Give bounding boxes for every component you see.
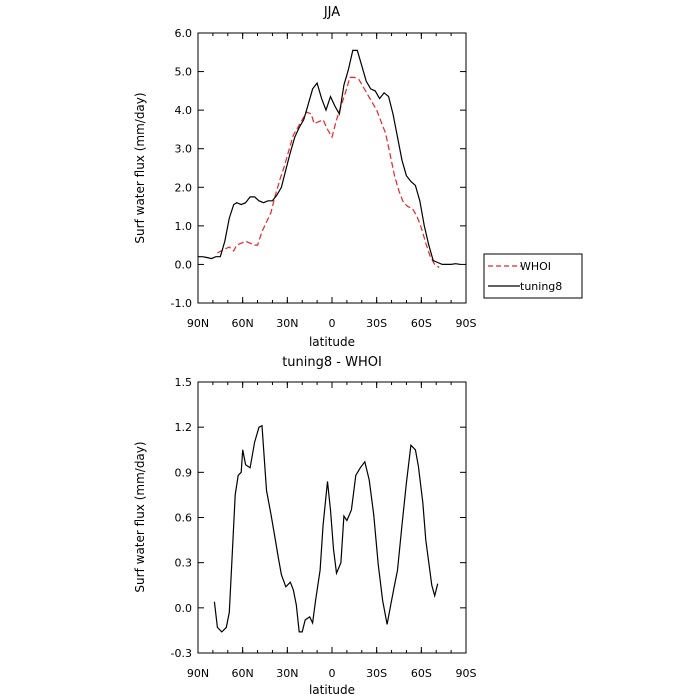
top-y-tick-label: 6.0 [175,27,193,40]
bottom-y-tick-label: 0.6 [175,512,193,525]
bottom-plot-frame [197,381,467,654]
top-panel: JJA latitude Surf water flux (mm/day) -1… [133,5,477,349]
legend-whoi-label: WHOI [520,260,551,273]
top-y-tick-label: 4.0 [175,104,193,117]
top-y-tick-label: 0.0 [175,258,193,271]
top-y-tick-label: 3.0 [175,143,193,156]
whoi-series-line [217,76,440,268]
bottom-y-tick-label: 0.3 [175,557,193,570]
bottom-y-tick-label: 1.5 [175,376,193,389]
bottom-y-tick-label: -0.3 [171,647,192,660]
bottom-y-tick-label: 0.0 [175,602,193,615]
legend-box [483,253,583,299]
top-x-tick-label: 30S [366,317,387,330]
top-x-tick-label: 30N [276,317,298,330]
bottom-axis-ticks: -0.3 0.0 0.3 0.6 0.9 1.2 1.5 90N 60N 30N 0 30S 60S 90… [171,376,477,680]
bottom-x-tick-label: 90N [187,667,209,680]
bottom-x-axis-label: latitude [309,683,355,697]
top-x-tick-label: 90N [187,317,209,330]
bottom-y-tick-label: 1.2 [175,421,193,434]
bottom-x-tick-label: 60N [232,667,254,680]
top-plot-frame [197,32,467,304]
top-y-tick-label: 1.0 [175,220,193,233]
bottom-x-tick-label: 30S [366,667,387,680]
bottom-x-tick-label: 60S [411,667,432,680]
top-x-tick-label: 0 [329,317,336,330]
top-x-tick-label: 60N [232,317,254,330]
top-series-group [198,49,461,268]
legend-tuning8-label: tuning8 [520,280,562,293]
top-y-tick-label: -1.0 [171,297,192,310]
difference-series-line [213,424,439,633]
top-x-tick-label: 90S [456,317,477,330]
bottom-chart-title: tuning8 - WHOI [282,355,382,370]
bottom-series-group [213,424,439,633]
top-y-axis-label: Surf water flux (mm/day) [133,92,147,243]
top-x-tick-label: 60S [411,317,432,330]
bottom-y-tick-label: 0.9 [175,466,193,479]
top-x-axis-label: latitude [309,335,355,349]
bottom-x-tick-label: 90S [456,667,477,680]
bottom-x-tick-label: 0 [329,667,336,680]
bottom-panel: tuning8 - WHOI latitude Surf water flux … [133,355,477,697]
tuning8-series-line [198,49,461,265]
legend: WHOI tuning8 [483,253,583,299]
top-chart-title: JJA [323,5,340,20]
bottom-y-axis-label: Surf water flux (mm/day) [133,441,147,592]
top-y-tick-label: 2.0 [175,181,193,194]
top-y-tick-label: 5.0 [175,66,193,79]
bottom-x-tick-label: 30N [276,667,298,680]
top-axis-ticks: -1.0 0.0 1.0 2.0 3.0 4.0 5.0 6.0 90N 60N 30N 0 30S 60… [171,27,477,330]
